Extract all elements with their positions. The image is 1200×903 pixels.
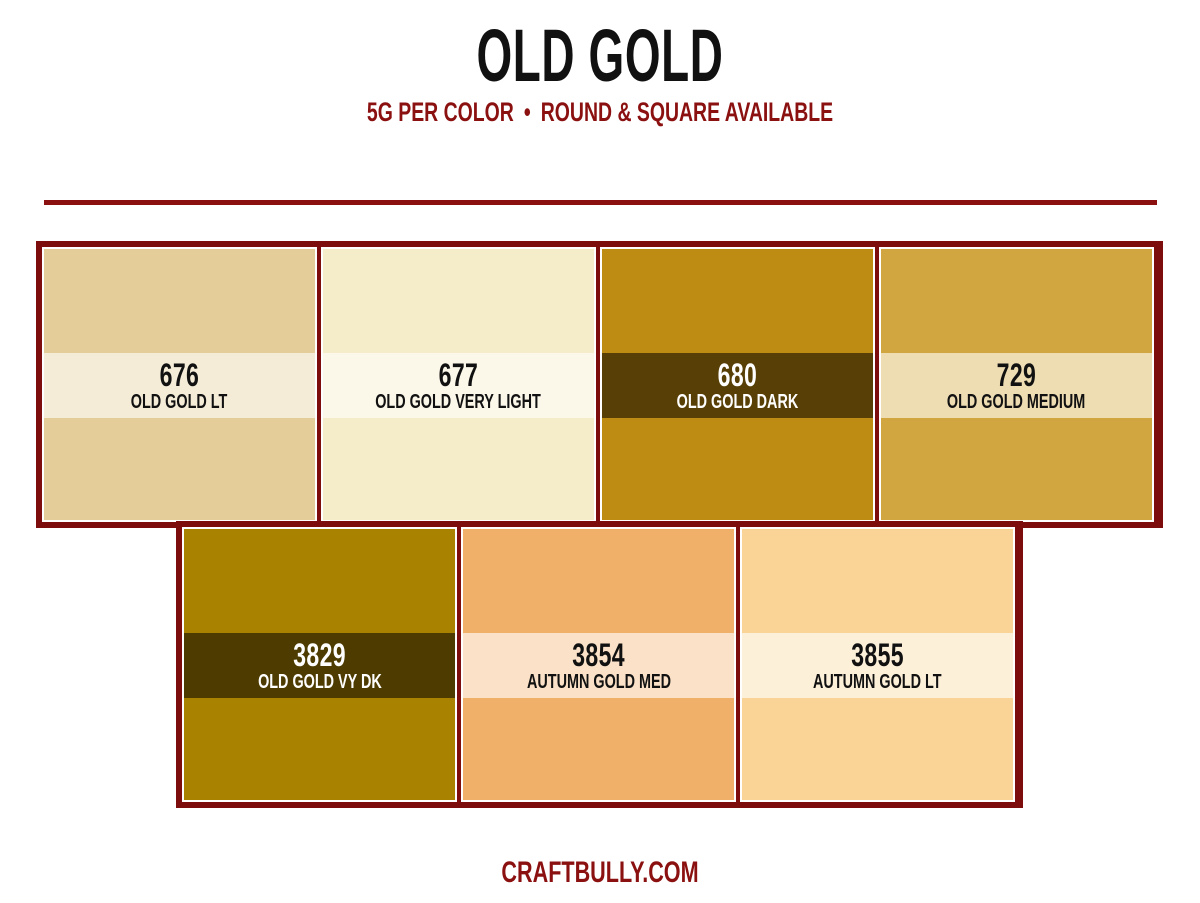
subtitle-shapes: ROUND & SQUARE AVAILABLE (540, 97, 834, 127)
header-divider (44, 200, 1157, 205)
swatch-code: 680 (717, 356, 758, 393)
swatch-label-band: 3855 AUTUMN GOLD LT (742, 633, 1013, 698)
page-title: OLD GOLD (476, 14, 724, 97)
swatch-677: 677 OLD GOLD VERY LIGHT (317, 247, 596, 522)
subtitle-separator: • (523, 97, 531, 127)
swatch-676: 676 OLD GOLD LT (42, 247, 317, 522)
swatch-row-1: 676 OLD GOLD LT 677 OLD GOLD VERY LIGHT … (36, 241, 1163, 528)
swatch-3854: 3854 AUTUMN GOLD MED (457, 527, 736, 802)
swatch-label-band: 729 OLD GOLD MEDIUM (881, 353, 1152, 418)
swatch-code: 3854 (572, 636, 625, 673)
swatch-label-band: 676 OLD GOLD LT (44, 353, 315, 418)
swatch-code: 676 (159, 356, 200, 393)
swatch-name: OLD GOLD LT (131, 390, 228, 413)
swatch-label-band: 677 OLD GOLD VERY LIGHT (323, 353, 594, 418)
swatch-name: AUTUMN GOLD MED (526, 670, 671, 693)
swatch-name: OLD GOLD VY DK (257, 670, 382, 693)
swatch-680: 680 OLD GOLD DARK (596, 247, 875, 522)
swatch-row-2: 3829 OLD GOLD VY DK 3854 AUTUMN GOLD MED… (176, 521, 1023, 808)
swatch-name: OLD GOLD MEDIUM (947, 390, 1086, 413)
footer-site-link[interactable]: CRAFTBULLY.COM (501, 856, 699, 889)
page-subtitle: 5G PER COLOR • ROUND & SQUARE AVAILABLE (168, 96, 1032, 128)
swatch-729: 729 OLD GOLD MEDIUM (875, 247, 1154, 522)
subtitle-weight: 5G PER COLOR (366, 97, 514, 127)
swatch-code: 729 (996, 356, 1037, 393)
swatch-code: 3855 (851, 636, 904, 673)
swatch-3829: 3829 OLD GOLD VY DK (182, 527, 457, 802)
swatch-code: 3829 (293, 636, 346, 673)
swatch-3855: 3855 AUTUMN GOLD LT (736, 527, 1015, 802)
swatch-name: AUTUMN GOLD LT (813, 670, 942, 693)
swatch-label-band: 680 OLD GOLD DARK (602, 353, 873, 418)
swatch-label-band: 3854 AUTUMN GOLD MED (463, 633, 734, 698)
swatch-name: OLD GOLD DARK (676, 390, 799, 413)
swatch-code: 677 (438, 356, 479, 393)
swatch-label-band: 3829 OLD GOLD VY DK (184, 633, 455, 698)
swatch-name: OLD GOLD VERY LIGHT (375, 390, 542, 413)
